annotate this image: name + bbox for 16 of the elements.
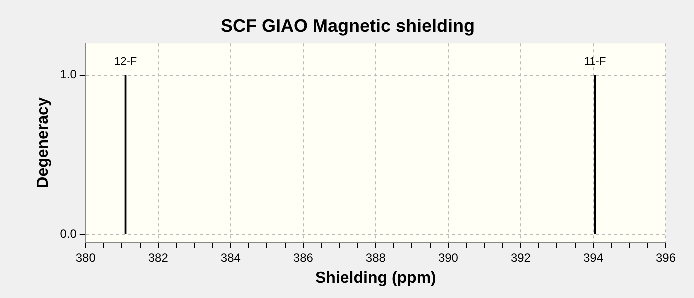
- x-tick-label: 382: [148, 250, 169, 265]
- x-tick-label: 384: [220, 250, 242, 265]
- y-tick-label: 1.0: [60, 68, 78, 82]
- x-tick-label: 390: [438, 250, 459, 265]
- x-tick-label: 396: [656, 250, 676, 265]
- annotation: 11-F: [584, 56, 606, 68]
- x-tick-label: 380: [76, 250, 96, 265]
- y-axis-title: Degeneracy: [35, 98, 52, 188]
- annotation: 12-F: [114, 56, 138, 68]
- x-tick-label: 386: [293, 250, 314, 265]
- x-tick-label: 388: [366, 250, 386, 265]
- x-axis-title: Shielding (ppm): [316, 270, 436, 287]
- chart-title: SCF GIAO Magnetic shielding: [220, 16, 476, 36]
- x-tick-label: 394: [583, 250, 604, 265]
- y-tick-label: 0.0: [60, 226, 78, 241]
- x-tick-label: 392: [510, 250, 532, 265]
